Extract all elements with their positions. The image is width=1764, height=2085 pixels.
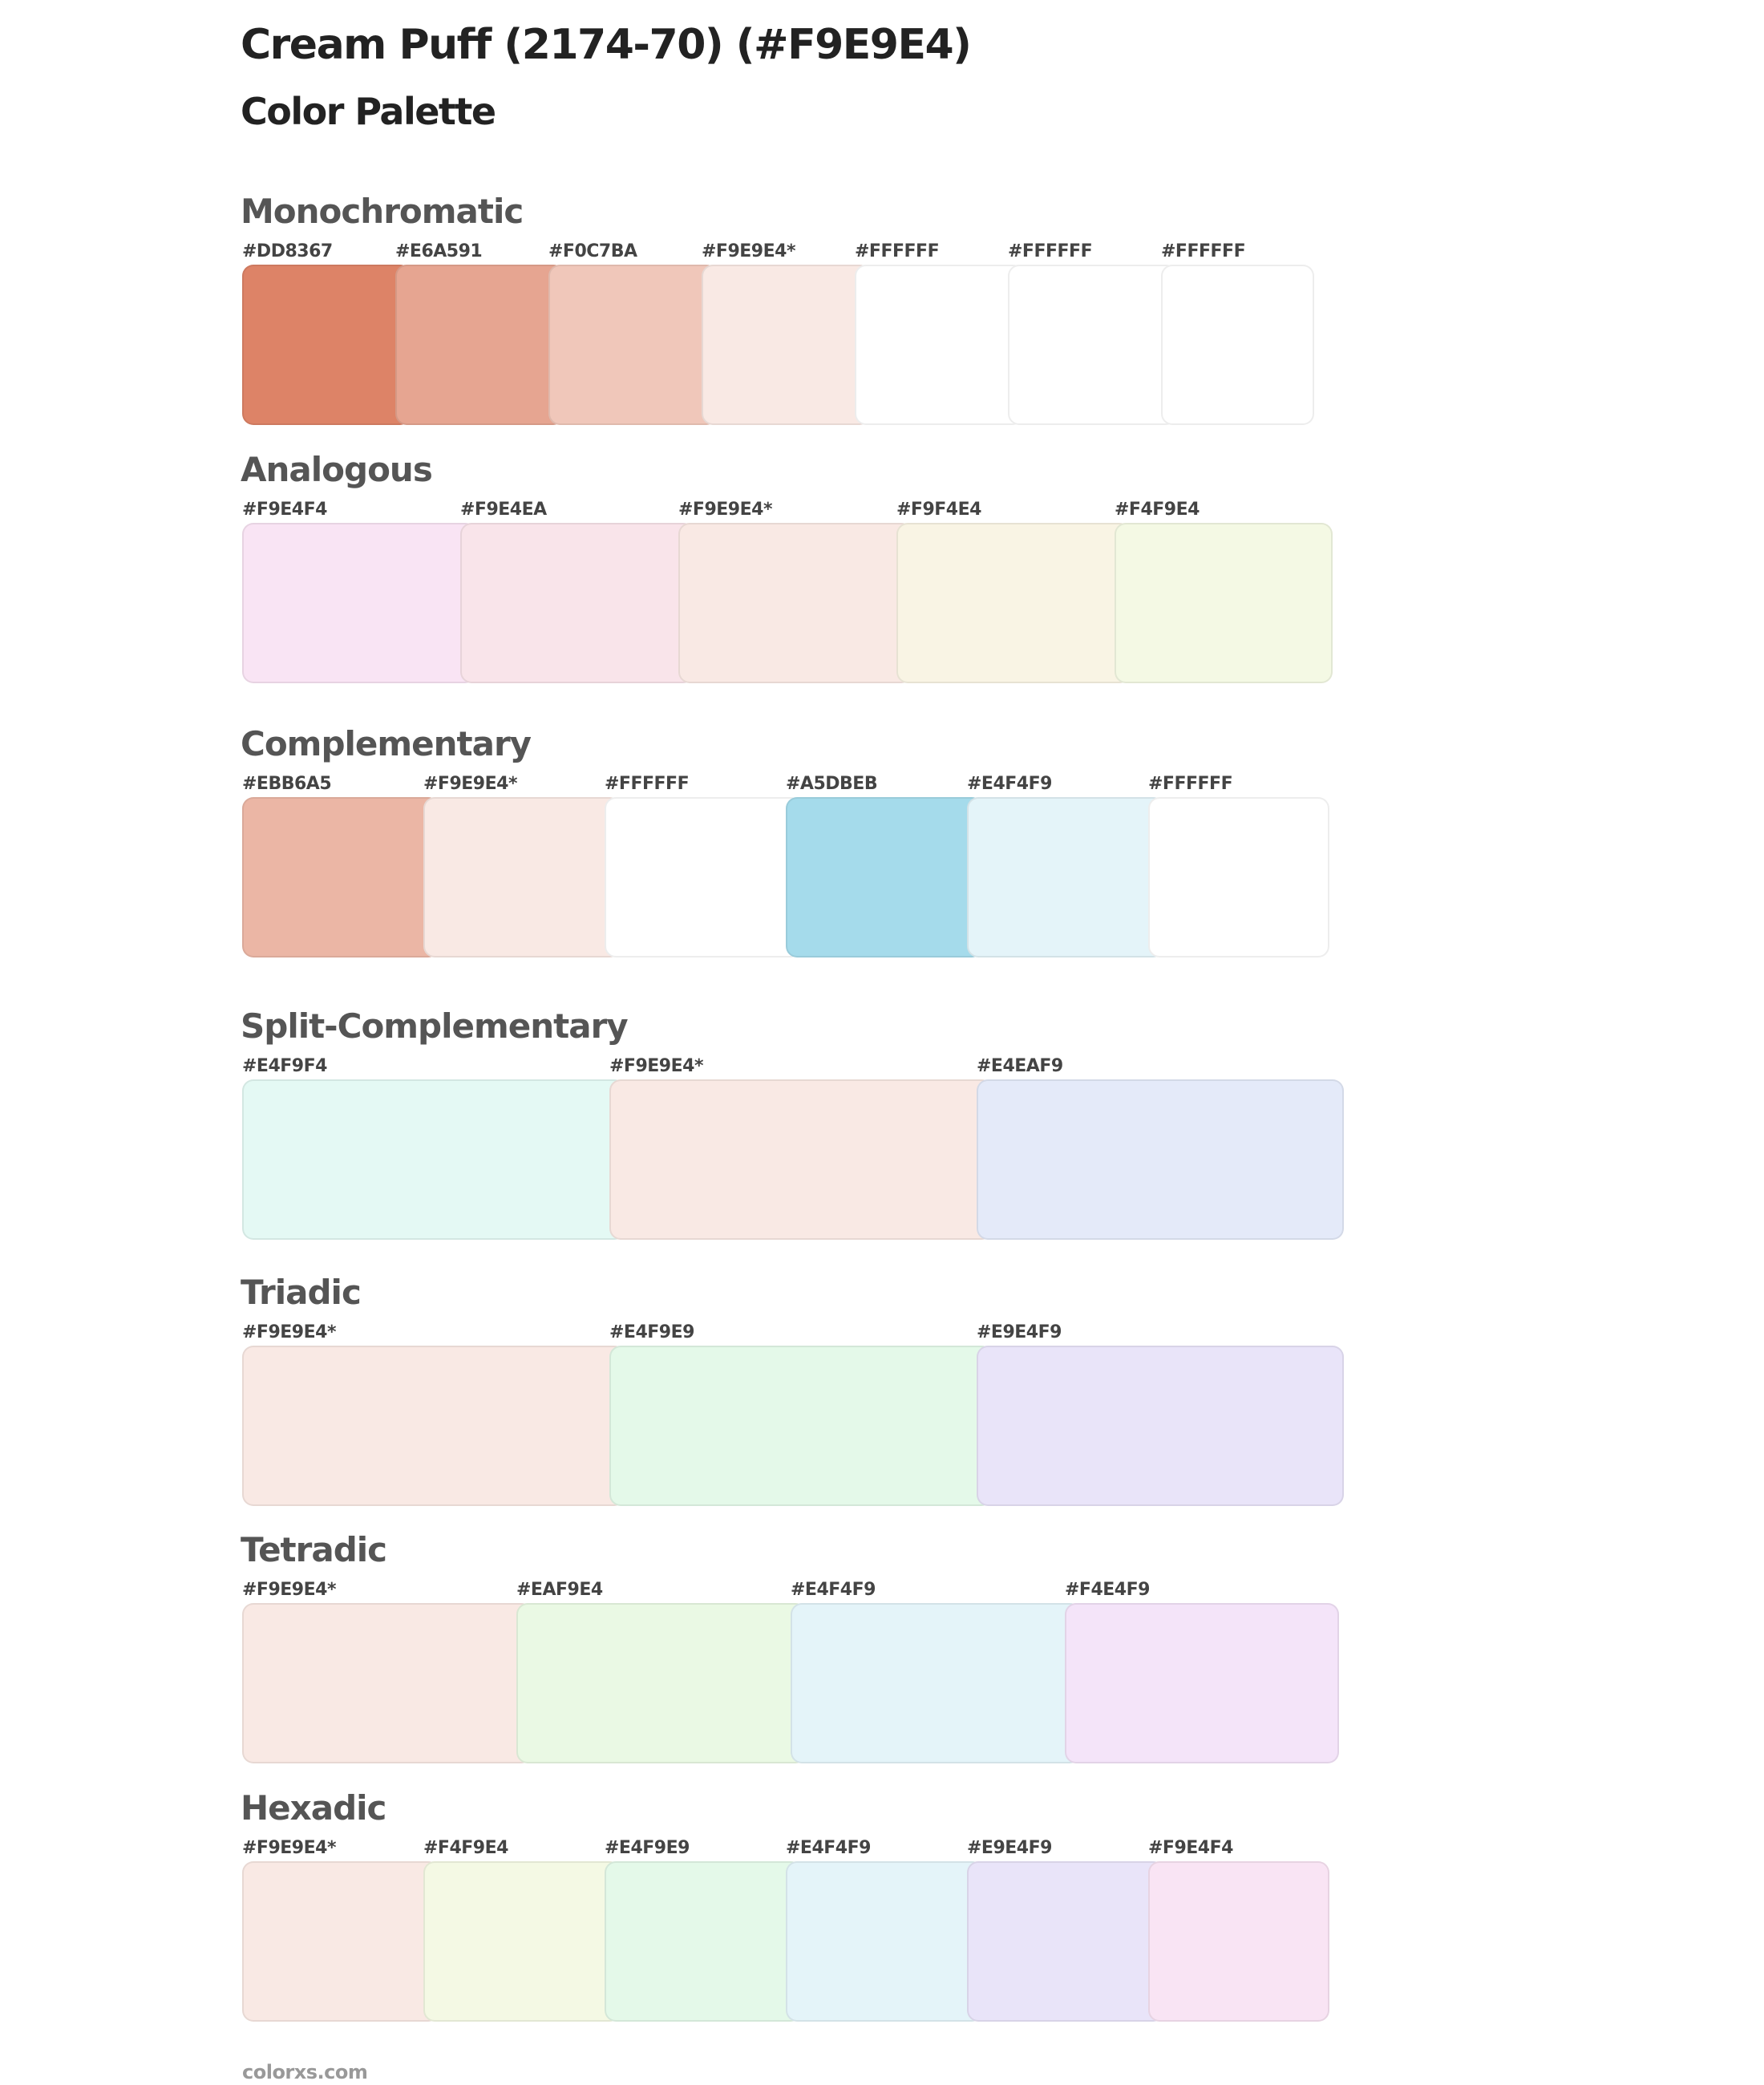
- color-swatch[interactable]: [395, 265, 564, 425]
- color-swatch[interactable]: [609, 1079, 993, 1240]
- color-swatch[interactable]: [548, 265, 718, 425]
- section-heading-complementary: Complementary: [241, 724, 532, 763]
- swatch-label: #E4EAF9: [977, 1056, 1063, 1076]
- color-swatch[interactable]: [242, 1079, 625, 1240]
- swatch-label: #F4F9E4: [1115, 500, 1200, 520]
- color-swatch[interactable]: [786, 797, 983, 957]
- swatch-label: #F9E4F4: [242, 500, 327, 520]
- swatch-label: #F4E4F9: [1065, 1580, 1150, 1600]
- section-heading-hexadic: Hexadic: [241, 1788, 386, 1828]
- section-heading-analogous: Analogous: [241, 450, 433, 489]
- color-swatch[interactable]: [977, 1079, 1344, 1240]
- swatch-label: #F4F9E4: [423, 1838, 508, 1858]
- swatch-label: #FFFFFF: [605, 774, 690, 794]
- swatch-label: #E4F9E9: [605, 1838, 690, 1858]
- color-swatch[interactable]: [896, 523, 1131, 683]
- color-swatch[interactable]: [678, 523, 912, 683]
- swatch-label: #E9E4F9: [977, 1322, 1062, 1342]
- color-swatch[interactable]: [1148, 1861, 1329, 2022]
- swatch-label: #F9E9E4*: [678, 500, 772, 520]
- section-heading-monochromatic: Monochromatic: [241, 192, 524, 231]
- color-swatch[interactable]: [609, 1346, 993, 1506]
- swatch-label: #F9E4F4: [1148, 1838, 1233, 1858]
- color-swatch[interactable]: [1161, 265, 1314, 425]
- color-swatch[interactable]: [855, 265, 1024, 425]
- swatch-label: #F9E9E4*: [242, 1580, 336, 1600]
- swatch-label: #F9E4EA: [460, 500, 547, 520]
- section-heading-split-complementary: Split-Complementary: [241, 1006, 629, 1046]
- color-swatch[interactable]: [1115, 523, 1333, 683]
- swatch-label: #F9F4E4: [896, 500, 981, 520]
- page-subtitle: Color Palette: [241, 90, 496, 133]
- swatch-label: #FFFFFF: [1148, 774, 1233, 794]
- color-swatch[interactable]: [242, 1346, 625, 1506]
- swatch-label: #F9E9E4*: [242, 1838, 336, 1858]
- swatch-label: #EAF9E4: [516, 1580, 603, 1600]
- swatch-label: #F9E9E4*: [242, 1322, 336, 1342]
- section-heading-tetradic: Tetradic: [241, 1530, 387, 1569]
- color-swatch[interactable]: [242, 265, 411, 425]
- swatch-label: #E4F9E9: [609, 1322, 694, 1342]
- color-swatch[interactable]: [423, 1861, 621, 2022]
- color-swatch[interactable]: [516, 1603, 807, 1763]
- swatch-label: #E4F4F9: [791, 1580, 876, 1600]
- swatch-label: #E4F4F9: [967, 774, 1052, 794]
- swatch-label: #FFFFFF: [1008, 241, 1093, 261]
- swatch-label: #A5DBEB: [786, 774, 878, 794]
- color-swatch[interactable]: [460, 523, 694, 683]
- color-swatch[interactable]: [242, 523, 476, 683]
- swatch-label: #E6A591: [395, 241, 483, 261]
- color-swatch[interactable]: [242, 1861, 439, 2022]
- page-title: Cream Puff (2174-70) (#F9E9E4): [241, 21, 972, 69]
- swatch-label: #FFFFFF: [1161, 241, 1246, 261]
- footer-site-link[interactable]: colorxs.com: [242, 2061, 368, 2083]
- color-swatch[interactable]: [702, 265, 871, 425]
- swatch-label: #F0C7BA: [548, 241, 637, 261]
- swatch-label: #E9E4F9: [967, 1838, 1052, 1858]
- color-swatch[interactable]: [1008, 265, 1177, 425]
- color-swatch[interactable]: [242, 1603, 532, 1763]
- color-swatch[interactable]: [423, 797, 621, 957]
- section-heading-triadic: Triadic: [241, 1273, 362, 1312]
- swatch-label: #F9E9E4*: [423, 774, 517, 794]
- color-swatch[interactable]: [1148, 797, 1329, 957]
- swatch-label: #E4F9F4: [242, 1056, 327, 1076]
- swatch-label: #E4F4F9: [786, 1838, 871, 1858]
- color-swatch[interactable]: [977, 1346, 1344, 1506]
- color-swatch[interactable]: [967, 1861, 1164, 2022]
- color-swatch[interactable]: [242, 797, 439, 957]
- color-swatch[interactable]: [605, 1861, 802, 2022]
- color-swatch[interactable]: [605, 797, 802, 957]
- swatch-label: #EBB6A5: [242, 774, 332, 794]
- swatch-label: #DD8367: [242, 241, 333, 261]
- swatch-label: #FFFFFF: [855, 241, 940, 261]
- swatch-label: #F9E9E4*: [702, 241, 795, 261]
- swatch-label: #F9E9E4*: [609, 1056, 703, 1076]
- color-swatch[interactable]: [967, 797, 1164, 957]
- color-swatch[interactable]: [1065, 1603, 1339, 1763]
- color-swatch[interactable]: [791, 1603, 1081, 1763]
- color-swatch[interactable]: [786, 1861, 983, 2022]
